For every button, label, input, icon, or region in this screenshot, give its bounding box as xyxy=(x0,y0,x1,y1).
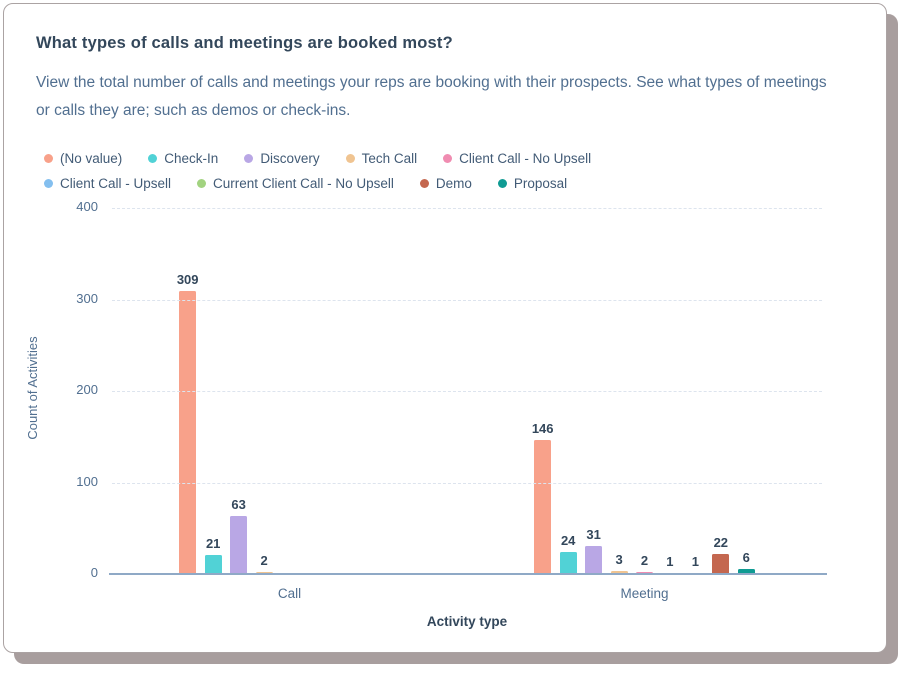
legend-item[interactable]: (No value) xyxy=(44,151,122,166)
x-tick-label: Call xyxy=(277,586,302,601)
bar-value-label: 21 xyxy=(205,536,221,551)
bar[interactable] xyxy=(179,291,197,574)
gridline xyxy=(112,299,822,301)
bar-value-label: 146 xyxy=(531,421,554,436)
bar-value-label: 1 xyxy=(666,554,674,569)
bar-value-label: 2 xyxy=(260,553,268,568)
gridline xyxy=(112,482,822,484)
legend-item[interactable]: Tech Call xyxy=(345,151,418,166)
legend-label: Discovery xyxy=(260,151,320,166)
y-tick-label: 200 xyxy=(76,382,98,397)
bar-value-label: 1 xyxy=(691,554,699,569)
bar-value-label: 31 xyxy=(586,527,601,542)
legend-label: Proposal xyxy=(513,176,568,191)
bar-value-label: 309 xyxy=(176,272,199,287)
report-description: View the total number of calls and meeti… xyxy=(36,74,827,119)
legend-item[interactable]: Check-In xyxy=(148,151,218,166)
x-axis-line xyxy=(109,573,827,575)
legend-swatch-icon xyxy=(148,154,158,163)
report-title: What types of calls and meetings are boo… xyxy=(36,34,453,52)
legend-item[interactable]: Demo xyxy=(419,176,472,191)
bar[interactable] xyxy=(534,440,552,574)
legend-swatch-icon xyxy=(419,179,429,188)
legend-label: Check-In xyxy=(164,151,219,166)
report-card: What types of calls and meetings are boo… xyxy=(3,3,887,653)
gridline xyxy=(112,208,822,209)
bar[interactable] xyxy=(712,554,730,574)
legend-swatch-icon xyxy=(197,179,207,188)
legend-label: Tech Call xyxy=(361,151,418,166)
chart-legend: (No value) Check-In Discovery Tech Call Clie… xyxy=(44,151,744,191)
bar-value-label: 3 xyxy=(615,552,623,567)
bar[interactable] xyxy=(230,516,248,574)
gridline xyxy=(112,391,822,392)
y-tick-label: 400 xyxy=(76,199,98,214)
legend-label: Demo xyxy=(435,176,472,191)
y-tick-label: 0 xyxy=(90,565,98,580)
legend-label: Client Call - Upsell xyxy=(60,176,172,191)
report-header: What types of calls and meetings are boo… xyxy=(4,4,886,191)
legend-label: Current Client Call - No Upsell xyxy=(213,176,394,191)
bar-chart: Count of Activities 309 21 63 2 146 24 31 3 2 1 1 2… xyxy=(4,199,888,649)
legend-swatch-icon xyxy=(345,154,355,163)
x-axis-title: Activity type xyxy=(426,614,508,629)
bar[interactable] xyxy=(737,569,755,574)
bar[interactable] xyxy=(610,571,628,574)
legend-item[interactable]: Proposal xyxy=(497,176,568,191)
y-tick-label: 100 xyxy=(76,473,98,489)
bar[interactable] xyxy=(204,555,222,574)
legend-swatch-icon xyxy=(443,154,453,163)
legend-swatch-icon xyxy=(44,179,53,188)
bar-value-label: 24 xyxy=(560,533,576,548)
x-tick-label: Meeting xyxy=(620,586,669,601)
legend-swatch-icon xyxy=(497,179,507,188)
legend-item[interactable]: Discovery xyxy=(244,151,320,166)
legend-item[interactable]: Current Client Call - No Upsell xyxy=(197,176,394,191)
bar[interactable] xyxy=(585,546,603,574)
legend-swatch-icon xyxy=(44,154,53,163)
bar[interactable] xyxy=(559,552,577,574)
bar-value-label: 2 xyxy=(640,553,649,568)
legend-item[interactable]: Client Call - No Upsell xyxy=(443,151,591,166)
legend-label: Client Call - No Upsell xyxy=(459,151,592,166)
bar-value-label: 6 xyxy=(742,550,750,565)
legend-swatch-icon xyxy=(244,154,254,163)
y-tick-label: 300 xyxy=(76,290,98,306)
bar-value-label: 22 xyxy=(713,535,729,550)
bar-value-label: 63 xyxy=(231,497,246,512)
legend-label: (No value) xyxy=(60,151,123,166)
legend-item[interactable]: Client Call - Upsell xyxy=(44,176,171,191)
